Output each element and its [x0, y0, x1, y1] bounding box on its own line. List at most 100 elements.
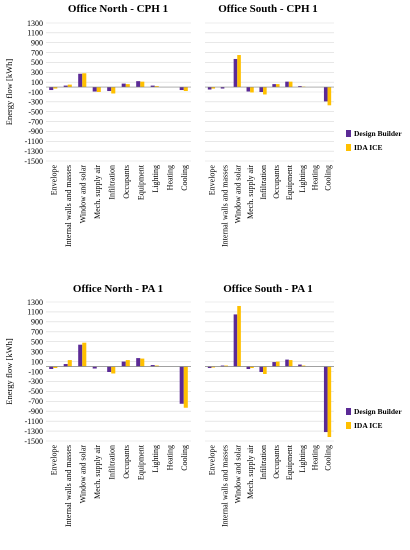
category-label: Envelope: [49, 445, 58, 476]
bar: [53, 366, 58, 369]
category-label: Infiltration: [107, 165, 116, 200]
bar: [298, 86, 302, 88]
bar: [107, 87, 112, 92]
category-label: Envelope: [207, 165, 216, 196]
category-label: Internal walls and masses: [220, 445, 229, 527]
y-tick-label: -900: [28, 407, 43, 416]
legend-label: IDA ICE: [354, 143, 383, 152]
category-label: Mech. supply air: [246, 445, 255, 499]
y-tick-label: 900: [31, 318, 43, 327]
bar: [82, 73, 87, 88]
category-label: Cooling: [324, 165, 333, 191]
bar: [237, 305, 241, 367]
y-tick-label: -500: [28, 387, 43, 396]
bar: [263, 87, 267, 95]
category-label: Internal walls and masses: [220, 165, 229, 247]
bar: [111, 87, 116, 94]
y-tick-label: -300: [28, 377, 43, 386]
bar: [53, 87, 58, 89]
bar: [154, 365, 159, 367]
panel-title: Office South - CPH 1: [218, 3, 318, 15]
y-tick-label: 700: [31, 48, 43, 57]
category-label: Infiltration: [259, 165, 268, 200]
bar: [211, 87, 216, 89]
category-label: Cooling: [180, 165, 189, 191]
category-label: Lighting: [151, 165, 160, 193]
y-tick-label: -700: [28, 397, 43, 406]
y-tick-label: -1100: [25, 137, 43, 146]
y-axis-title: Energy flow [kWh]: [4, 338, 14, 405]
bar: [121, 83, 126, 88]
y-tick-label: -500: [28, 108, 43, 117]
bar: [237, 55, 241, 88]
bar: [154, 86, 159, 88]
bar: [140, 358, 145, 367]
panel-title: Office North - CPH 1: [68, 3, 168, 15]
category-label: Mech. supply air: [93, 445, 102, 499]
category-label: Occupants: [122, 165, 131, 199]
category-label: Heating: [311, 445, 320, 470]
bar: [140, 81, 145, 88]
bar: [285, 81, 289, 88]
bar: [288, 360, 293, 367]
bar: [179, 87, 184, 91]
category-label: Window and solar: [78, 165, 87, 224]
y-tick-label: -1500: [24, 157, 43, 166]
category-label: Internal walls and masses: [64, 445, 73, 527]
bar: [107, 366, 112, 372]
y-tick-label: 100: [31, 357, 43, 366]
category-label: Equipment: [285, 164, 294, 200]
bar: [259, 87, 264, 92]
legend-swatch: [346, 422, 351, 429]
category-label: Mech. supply air: [93, 165, 102, 219]
bar: [150, 365, 155, 367]
bar: [136, 358, 141, 367]
y-tick-label: 500: [31, 338, 43, 347]
bar: [67, 360, 72, 367]
category-label: Heating: [311, 165, 320, 190]
bar: [233, 314, 238, 367]
category-label: Window and solar: [233, 445, 242, 504]
bar: [82, 342, 87, 367]
category-label: Mech. supply air: [246, 165, 255, 219]
bar: [121, 361, 126, 367]
panel-title: Office South - PA 1: [223, 283, 313, 295]
category-label: Occupants: [122, 445, 131, 479]
bar: [179, 366, 184, 404]
category-label: Internal walls and masses: [64, 165, 73, 247]
bar: [275, 84, 280, 88]
y-tick-label: -1100: [25, 417, 43, 426]
bar: [327, 366, 332, 438]
bar: [298, 364, 302, 367]
bar: [150, 85, 155, 88]
bar: [327, 87, 332, 106]
y-tick-label: 500: [31, 58, 43, 67]
y-tick-label: 1300: [27, 19, 43, 28]
bar: [136, 81, 141, 88]
category-label: Occupants: [272, 165, 281, 199]
category-label: Lighting: [298, 445, 307, 473]
category-label: Cooling: [324, 445, 333, 471]
y-tick-label: -1500: [24, 437, 43, 446]
category-label: Equipment: [136, 164, 145, 200]
bar: [207, 87, 212, 90]
category-label: Window and solar: [233, 165, 242, 224]
bar: [220, 87, 225, 89]
bar: [78, 73, 83, 88]
bar: [49, 87, 54, 91]
y-tick-label: 1100: [27, 29, 43, 38]
category-label: Envelope: [49, 165, 58, 196]
y-tick-label: 700: [31, 328, 43, 337]
bar: [246, 366, 251, 370]
bar: [63, 85, 68, 88]
bar: [250, 87, 254, 93]
bar: [301, 365, 306, 367]
bar: [92, 366, 97, 369]
category-label: Heating: [165, 445, 174, 470]
category-label: Heating: [165, 165, 174, 190]
y-tick-label: -700: [28, 117, 43, 126]
bar: [272, 84, 276, 88]
category-label: Lighting: [151, 445, 160, 473]
bar: [288, 81, 293, 88]
